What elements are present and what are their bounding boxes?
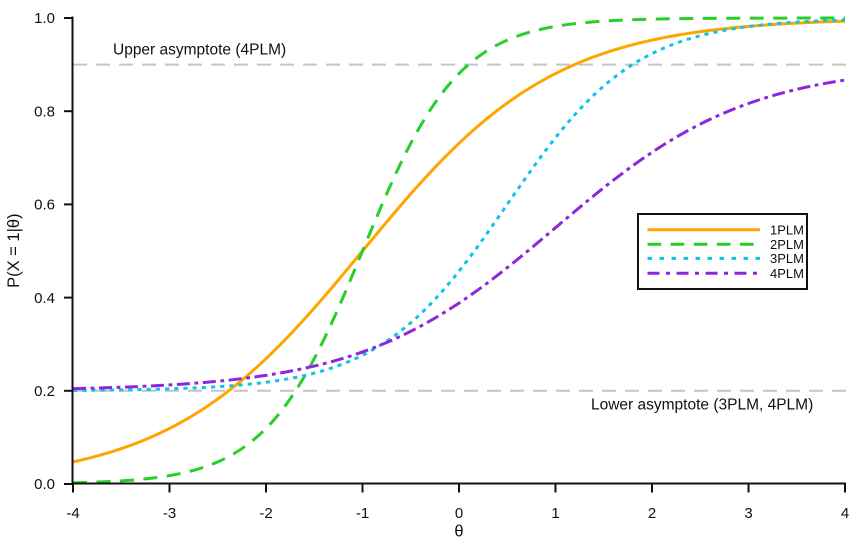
svg-text:-2: -2 [259, 505, 272, 522]
svg-text:4: 4 [841, 505, 849, 522]
svg-text:0.2: 0.2 [34, 383, 55, 400]
svg-text:1.0: 1.0 [34, 10, 55, 27]
svg-text:4PLM: 4PLM [770, 266, 804, 281]
svg-text:-1: -1 [356, 505, 369, 522]
svg-text:-3: -3 [163, 505, 176, 522]
svg-text:-4: -4 [66, 505, 79, 522]
svg-text:2: 2 [648, 505, 656, 522]
svg-text:0.6: 0.6 [34, 197, 55, 214]
svg-text:0: 0 [455, 505, 463, 522]
svg-text:3PLM: 3PLM [770, 251, 804, 266]
svg-text:1: 1 [551, 505, 559, 522]
svg-text:P(X = 1|θ): P(X = 1|θ) [5, 213, 23, 287]
svg-text:0.8: 0.8 [34, 103, 55, 120]
svg-text:1PLM: 1PLM [770, 222, 804, 237]
svg-text:0.4: 0.4 [34, 290, 55, 307]
svg-text:Upper asymptote (4PLM): Upper asymptote (4PLM) [113, 41, 286, 58]
svg-text:θ: θ [454, 523, 463, 540]
svg-text:0.0: 0.0 [34, 476, 55, 493]
svg-text:3: 3 [744, 505, 752, 522]
svg-text:2PLM: 2PLM [770, 237, 804, 252]
svg-text:Lower asymptote (3PLM, 4PLM): Lower asymptote (3PLM, 4PLM) [591, 397, 813, 414]
